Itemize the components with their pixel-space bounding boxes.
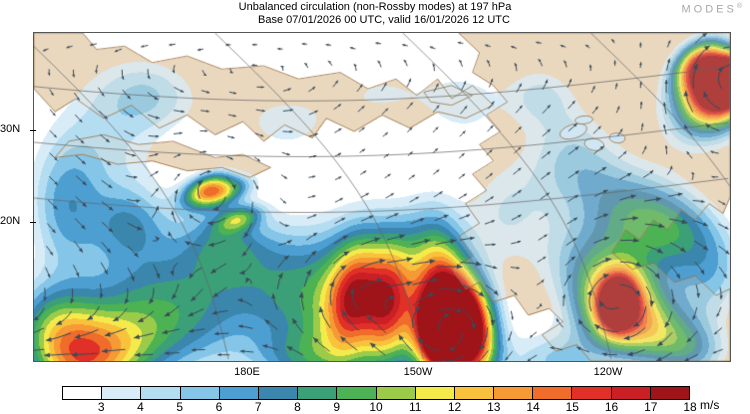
colorbar-tick-17: 17: [644, 400, 658, 414]
colorbar-cell-13: [572, 387, 612, 399]
colorbar-cell-6: [298, 387, 338, 399]
colorbar-tick-11: 11: [409, 400, 422, 414]
colorbar-tick-7: 7: [254, 400, 262, 414]
chart-subtitle: Base 07/01/2026 00 UTC, valid 16/01/2026…: [258, 14, 510, 26]
colorbar-tick-6: 6: [215, 400, 223, 414]
colorbar-cell-12: [533, 387, 573, 399]
modes-logo: MODES®: [681, 3, 742, 16]
colorbar: [62, 386, 690, 400]
colorbar-cell-14: [611, 387, 651, 399]
lon-label-150w: 150W: [403, 366, 433, 378]
colorbar-tick-4: 4: [137, 400, 144, 414]
colorbar-cell-5: [258, 387, 299, 399]
lat-label-20n: 20N: [0, 215, 21, 227]
lat-tick-30n: [30, 130, 36, 131]
colorbar-unit-label: m/s: [700, 398, 720, 412]
colorbar-cell-10: [454, 387, 495, 399]
colorbar-tick-13: 13: [487, 400, 501, 414]
colorbar-tick-9: 9: [333, 400, 341, 414]
colorbar-tick-10: 10: [369, 400, 383, 414]
colorbar-cell-1: [102, 387, 142, 399]
lat-tick-20n: [30, 222, 36, 223]
lon-label-180e: 180E: [234, 366, 260, 378]
colorbar-cell-15: [650, 387, 689, 399]
colorbar-tick-16: 16: [604, 400, 619, 414]
colorbar-cell-0: [63, 387, 103, 399]
chart-title: Unbalanced circulation (non-Rossby modes…: [238, 1, 512, 13]
colorbar-tick-12: 12: [447, 400, 462, 414]
chart-title-block: Unbalanced circulation (non-Rossby modes…: [0, 1, 750, 27]
colorbar-tick-5: 5: [176, 400, 184, 414]
lon-label-120w: 120W: [593, 366, 623, 378]
colorbar-tick-15: 15: [565, 400, 579, 414]
map-plot-area: [33, 32, 731, 362]
colorbar-cell-11: [494, 387, 534, 399]
modes-logo-text: MODES: [681, 3, 737, 16]
colorbar-cell-8: [376, 387, 416, 399]
lat-label-30n: 30N: [0, 123, 21, 135]
colorbar-cell-4: [219, 387, 259, 399]
colorbar-tick-3: 3: [97, 400, 105, 414]
colorbar-tick-14: 14: [526, 400, 540, 414]
registered-mark: ®: [736, 3, 742, 10]
colorbar-cell-2: [141, 387, 181, 399]
wind-field-canvas: [34, 33, 730, 361]
colorbar-cell-7: [337, 387, 377, 399]
colorbar-cell-3: [180, 387, 220, 399]
colorbar-cell-9: [415, 387, 455, 399]
colorbar-tick-8: 8: [294, 400, 301, 414]
